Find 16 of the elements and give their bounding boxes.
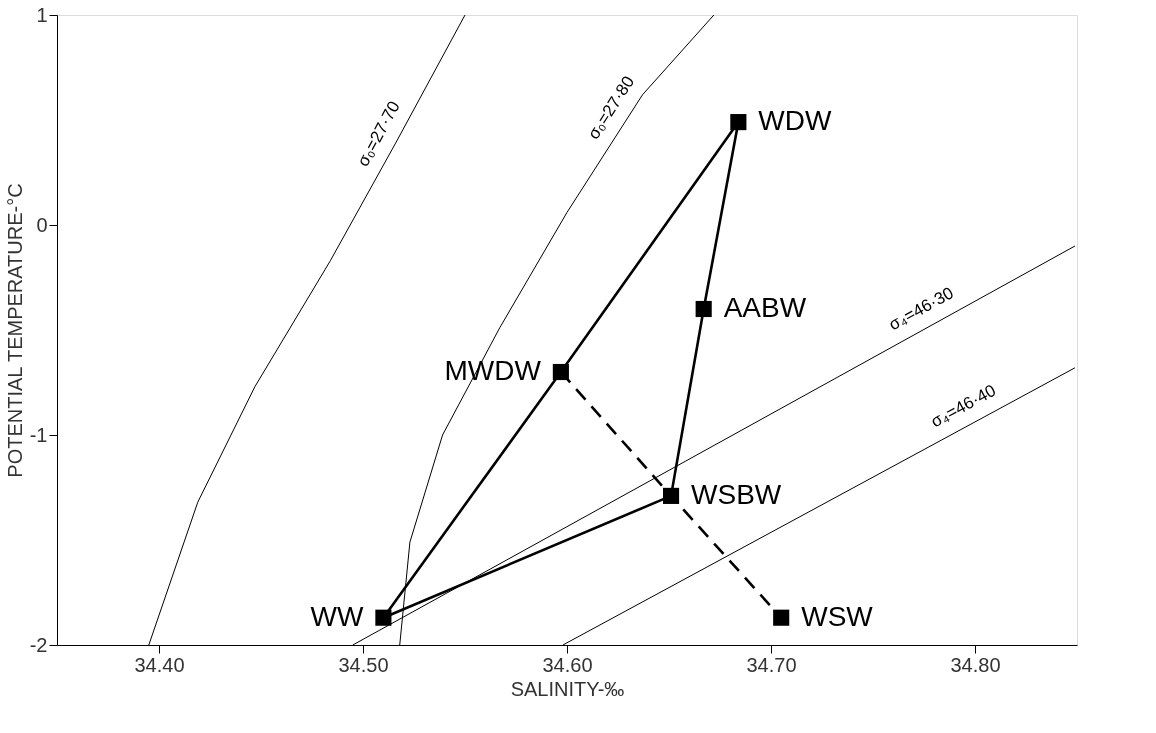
y-tick-label: 0 [36, 213, 48, 236]
annotation: WDW [758, 105, 833, 137]
x-axis-title: SALINITY-‰ [510, 677, 625, 700]
x-tick-label: 34.40 [134, 653, 185, 676]
x-tick-label: 34.70 [746, 653, 797, 676]
annotation: AABW [723, 292, 807, 323]
annotation: WSBW [691, 478, 782, 510]
annotation: WSW [801, 600, 874, 632]
x-tick-label: 34.60 [542, 653, 593, 676]
x-tick-label: 34.80 [950, 653, 1001, 676]
x-tick-label: 34.50 [338, 653, 389, 676]
y-axis-title: POTENTIAL TEMPERATURE-°C [3, 183, 26, 478]
y-tick-label: 1 [36, 3, 48, 26]
y-tick-label: -1 [29, 423, 48, 446]
y-tick-label: -2 [29, 633, 48, 656]
annotation: WW [310, 600, 364, 632]
